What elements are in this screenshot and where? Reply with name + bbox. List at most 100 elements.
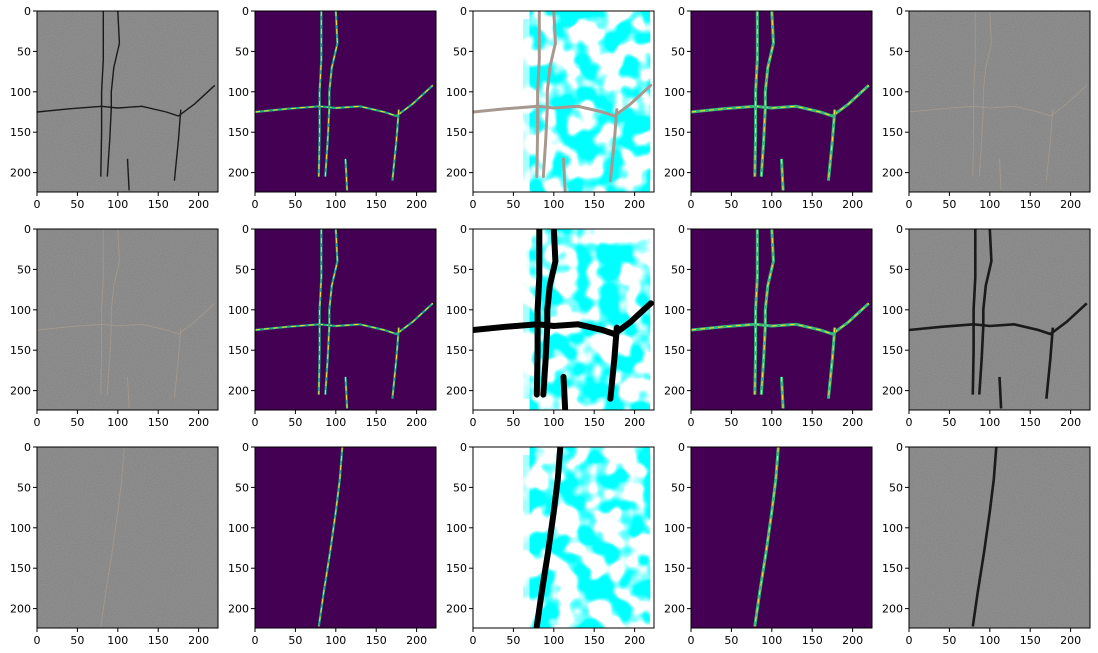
panel-r2-c2-mask: 0 50 100 150 200 0 50 100 150 200 xyxy=(228,223,437,429)
y-tick-label: 150 xyxy=(228,562,249,575)
x-tick-label: 150 xyxy=(802,634,823,647)
crack-line xyxy=(972,11,976,177)
y-tick-label: 150 xyxy=(664,562,685,575)
y-tick-label: 150 xyxy=(446,344,467,357)
x-tick-label: 150 xyxy=(1020,416,1041,429)
y-tick-label: 100 xyxy=(446,304,467,317)
panel-image xyxy=(37,11,218,192)
y-tick-label: 100 xyxy=(882,522,903,535)
panel-image xyxy=(691,447,872,628)
x-tick-label: 150 xyxy=(584,198,605,211)
x-tick-label: 0 xyxy=(34,416,41,429)
y-tick-label: 0 xyxy=(24,223,31,236)
x-tick-label: 200 xyxy=(406,198,427,211)
y-tick-label: 50 xyxy=(17,263,31,276)
saliency-crack xyxy=(608,108,619,183)
x-tick-label: 200 xyxy=(406,416,427,429)
y-tick-label: 150 xyxy=(228,126,249,139)
x-tick-label: 150 xyxy=(1020,634,1041,647)
crack-line xyxy=(999,158,1002,191)
crack-line xyxy=(909,302,1088,336)
mask-background xyxy=(691,447,872,628)
x-tick-label: 100 xyxy=(543,416,564,429)
x-tick-label: 150 xyxy=(148,416,169,429)
y-tick-label: 0 xyxy=(678,5,685,18)
crack-line xyxy=(173,327,182,399)
x-tick-label: 50 xyxy=(288,634,302,647)
y-tick-label: 200 xyxy=(446,603,467,616)
crack-mask-highlight xyxy=(318,229,322,395)
y-tick-label: 200 xyxy=(10,167,31,180)
y-tick-label: 200 xyxy=(664,385,685,398)
x-tick-label: 50 xyxy=(70,416,84,429)
panel-image xyxy=(255,447,436,628)
x-tick-label: 0 xyxy=(34,198,41,211)
x-tick-label: 50 xyxy=(70,198,84,211)
y-tick-label: 50 xyxy=(889,263,903,276)
x-tick-label: 150 xyxy=(366,634,387,647)
y-tick-label: 150 xyxy=(446,562,467,575)
x-tick-label: 50 xyxy=(942,198,956,211)
panel-r2-c4-mask-soft: 0 50 100 150 200 0 50 100 150 200 xyxy=(664,223,873,429)
x-tick-label: 200 xyxy=(624,634,645,647)
crack-mask-highlight xyxy=(318,447,343,627)
crack-mask-highlight xyxy=(391,109,400,181)
y-tick-label: 100 xyxy=(10,304,31,317)
axes-frame xyxy=(472,446,655,629)
crack-line xyxy=(100,447,125,627)
y-tick-label: 150 xyxy=(10,344,31,357)
x-tick-label: 200 xyxy=(842,416,863,429)
x-tick-label: 150 xyxy=(366,416,387,429)
panel-r1-c2-mask: 0 50 100 150 200 0 50 100 150 200 xyxy=(228,5,437,211)
y-tick-label: 100 xyxy=(446,86,467,99)
x-tick-label: 150 xyxy=(802,416,823,429)
axes-frame xyxy=(254,10,437,193)
y-tick-label: 100 xyxy=(664,304,685,317)
x-tick-label: 100 xyxy=(107,416,128,429)
saliency-crack xyxy=(473,300,654,338)
x-tick-label: 100 xyxy=(761,634,782,647)
crack-mask-highlight xyxy=(324,11,338,177)
axes-frame xyxy=(254,228,437,411)
y-tick-label: 0 xyxy=(896,441,903,454)
crack-line xyxy=(971,229,977,395)
crack-line xyxy=(909,84,1088,117)
x-tick-label: 50 xyxy=(288,416,302,429)
x-tick-label: 0 xyxy=(906,416,913,429)
y-tick-label: 0 xyxy=(242,5,249,18)
y-tick-label: 100 xyxy=(446,522,467,535)
y-tick-label: 100 xyxy=(882,86,903,99)
axes-frame xyxy=(36,228,219,411)
axes-frame xyxy=(908,446,1091,629)
y-tick-label: 200 xyxy=(882,385,903,398)
x-tick-label: 0 xyxy=(470,198,477,211)
x-tick-label: 200 xyxy=(842,634,863,647)
saliency-crack xyxy=(607,324,620,402)
y-tick-label: 150 xyxy=(228,344,249,357)
panel-r1-c5-gray-overlay: 0 50 100 150 200 0 50 100 150 200 xyxy=(882,5,1091,211)
crack-mask-highlight xyxy=(324,229,338,395)
x-tick-label: 150 xyxy=(148,198,169,211)
crack-mask-highlight xyxy=(255,302,434,335)
y-tick-label: 50 xyxy=(671,45,685,58)
x-tick-label: 0 xyxy=(34,634,41,647)
y-tick-label: 200 xyxy=(882,603,903,616)
y-tick-label: 50 xyxy=(17,45,31,58)
x-tick-label: 200 xyxy=(1060,198,1081,211)
axes-frame xyxy=(908,10,1091,193)
x-tick-label: 100 xyxy=(107,198,128,211)
y-tick-label: 50 xyxy=(235,481,249,494)
crack-mask-line xyxy=(344,376,349,409)
y-tick-label: 0 xyxy=(24,5,31,18)
x-tick-label: 50 xyxy=(506,198,520,211)
axes-frame xyxy=(690,446,873,629)
x-tick-label: 0 xyxy=(688,198,695,211)
y-tick-label: 200 xyxy=(446,385,467,398)
crack-mask-line xyxy=(344,158,349,191)
x-tick-label: 50 xyxy=(724,198,738,211)
panel-r3-c4-mask-soft: 0 50 100 150 200 0 50 100 150 200 xyxy=(664,441,873,647)
crack-line xyxy=(978,229,993,395)
y-tick-label: 50 xyxy=(671,263,685,276)
y-tick-label: 150 xyxy=(446,126,467,139)
